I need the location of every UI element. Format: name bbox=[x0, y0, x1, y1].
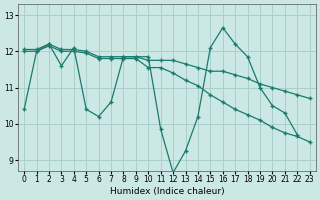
X-axis label: Humidex (Indice chaleur): Humidex (Indice chaleur) bbox=[109, 187, 224, 196]
